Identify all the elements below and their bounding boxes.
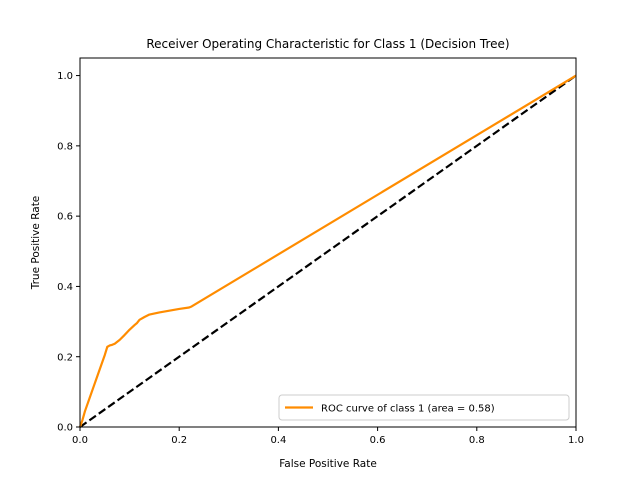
y-axis-label: True Positive Rate xyxy=(30,196,42,291)
y-tick-label: 1.0 xyxy=(57,71,73,82)
x-axis: 0.0 0.2 0.4 0.6 0.8 1.0 xyxy=(72,427,584,446)
x-tick-label: 0.0 xyxy=(72,435,88,446)
chance-diagonal-line xyxy=(79,74,577,428)
x-tick-label: 0.8 xyxy=(469,435,485,446)
legend-entry: ROC curve of class 1 (area = 0.58) xyxy=(321,404,495,415)
plot-frame xyxy=(79,57,577,428)
legend-box xyxy=(278,394,570,421)
y-tick-label: 0.2 xyxy=(57,352,73,363)
x-tick-label: 1.0 xyxy=(568,435,584,446)
x-tick-label: 0.2 xyxy=(171,435,187,446)
y-tick-label: 0.6 xyxy=(57,212,73,223)
y-tick-label: 0.0 xyxy=(57,423,73,434)
chart-title: Receiver Operating Characteristic for Cl… xyxy=(146,37,509,51)
x-tick-label: 0.4 xyxy=(270,435,286,446)
y-tick-label: 0.8 xyxy=(57,141,73,152)
x-axis-label: False Positive Rate xyxy=(279,458,377,470)
plot-lines xyxy=(78,74,577,428)
y-tick-label: 0.4 xyxy=(57,282,73,293)
y-axis: 0.0 0.2 0.4 0.6 0.8 1.0 xyxy=(57,71,80,434)
x-tick-label: 0.6 xyxy=(370,435,386,446)
legend: ROC curve of class 1 (area = 0.58) xyxy=(278,394,570,421)
roc-curve-line xyxy=(78,74,577,428)
